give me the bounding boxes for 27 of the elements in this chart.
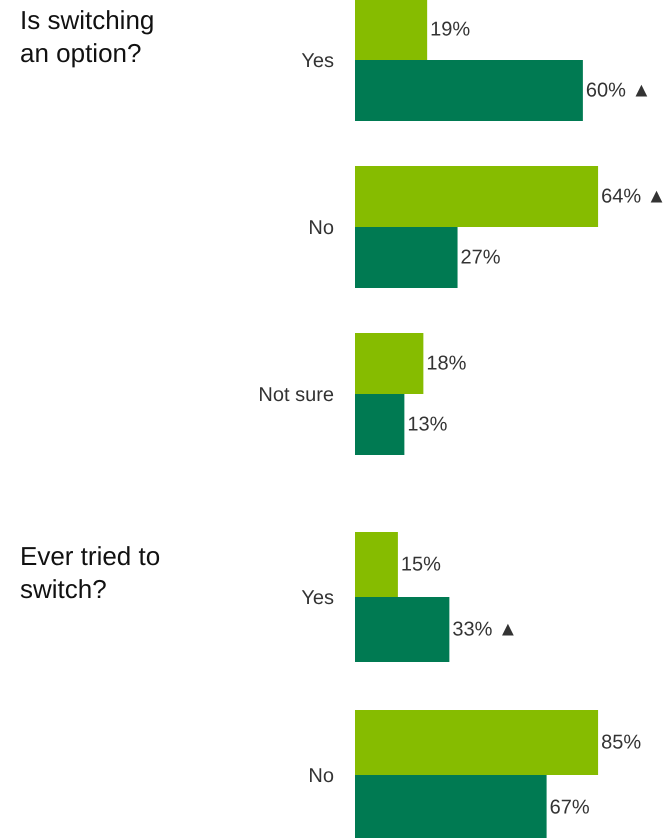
data-label: 67% bbox=[550, 796, 590, 818]
bar bbox=[355, 333, 424, 394]
y-tick-label: Yes bbox=[301, 50, 334, 72]
bar bbox=[355, 227, 458, 288]
bar bbox=[355, 394, 404, 455]
data-label: 27% bbox=[460, 246, 501, 268]
y-tick-label: Yes bbox=[301, 587, 334, 609]
data-label: 60% ▲ bbox=[586, 79, 652, 102]
y-tick-label: Not sure bbox=[258, 384, 334, 406]
bar bbox=[355, 166, 598, 227]
text: Ever tried to switch? bbox=[20, 540, 162, 606]
data-label: 18% bbox=[426, 352, 467, 375]
data-label: 13% bbox=[407, 413, 448, 436]
data-label: 19% bbox=[430, 18, 470, 41]
data-label: 15% bbox=[400, 554, 442, 576]
text: Is switching an option? bbox=[20, 4, 156, 70]
y-tick-label: No bbox=[308, 217, 334, 239]
bar bbox=[355, 60, 583, 121]
data-label: 64% ▲ bbox=[601, 186, 666, 208]
bar bbox=[355, 0, 428, 60]
bar bbox=[355, 532, 398, 597]
bar bbox=[355, 597, 450, 662]
y-tick-label: No bbox=[308, 765, 334, 787]
bar bbox=[355, 775, 547, 838]
data-label: 33% ▲ bbox=[452, 618, 518, 640]
data-label: 85% bbox=[601, 732, 642, 754]
bar bbox=[355, 710, 598, 775]
